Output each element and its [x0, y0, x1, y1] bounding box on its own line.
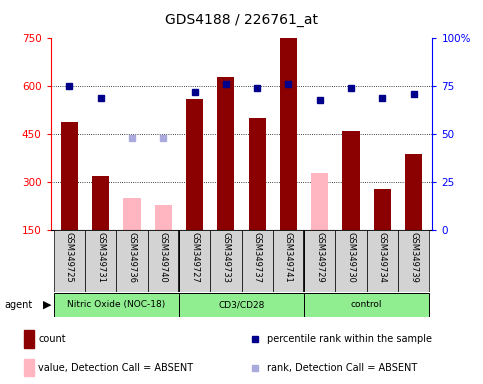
- Text: GSM349731: GSM349731: [96, 232, 105, 283]
- Text: GSM349725: GSM349725: [65, 232, 74, 283]
- Text: count: count: [38, 334, 66, 344]
- Text: GSM349741: GSM349741: [284, 232, 293, 283]
- Text: ▶: ▶: [43, 300, 52, 310]
- Bar: [24, 359, 34, 376]
- Bar: [54, 230, 85, 292]
- Bar: [186, 99, 203, 230]
- Bar: [210, 230, 242, 292]
- Text: rank, Detection Call = ABSENT: rank, Detection Call = ABSENT: [267, 362, 417, 372]
- Bar: [405, 154, 422, 230]
- Bar: [374, 189, 391, 230]
- Text: percentile rank within the sample: percentile rank within the sample: [267, 334, 432, 344]
- Bar: [85, 230, 116, 292]
- Bar: [342, 131, 359, 230]
- Bar: [273, 230, 304, 292]
- Text: GSM349737: GSM349737: [253, 232, 262, 283]
- Bar: [24, 330, 34, 348]
- Bar: [311, 173, 328, 230]
- Bar: [249, 118, 266, 230]
- Bar: [116, 230, 148, 292]
- Bar: [179, 230, 210, 292]
- Text: GSM349733: GSM349733: [221, 232, 230, 283]
- Text: GSM349739: GSM349739: [409, 232, 418, 283]
- Bar: [155, 205, 172, 230]
- Text: GSM349727: GSM349727: [190, 232, 199, 283]
- Text: GSM349729: GSM349729: [315, 232, 324, 283]
- Text: Nitric Oxide (NOC-18): Nitric Oxide (NOC-18): [67, 300, 166, 309]
- Bar: [280, 38, 297, 230]
- Bar: [54, 293, 179, 317]
- Text: GSM349740: GSM349740: [159, 232, 168, 283]
- Text: GSM349736: GSM349736: [128, 232, 137, 283]
- Bar: [124, 199, 141, 230]
- Bar: [304, 293, 429, 317]
- Text: agent: agent: [5, 300, 33, 310]
- Text: GSM349734: GSM349734: [378, 232, 387, 283]
- Text: CD3/CD28: CD3/CD28: [218, 300, 265, 309]
- Bar: [61, 122, 78, 230]
- Bar: [367, 230, 398, 292]
- Bar: [304, 230, 335, 292]
- Bar: [92, 176, 109, 230]
- Text: value, Detection Call = ABSENT: value, Detection Call = ABSENT: [38, 362, 194, 372]
- Bar: [148, 230, 179, 292]
- Bar: [242, 230, 273, 292]
- Text: GDS4188 / 226761_at: GDS4188 / 226761_at: [165, 13, 318, 27]
- Bar: [398, 230, 429, 292]
- Text: control: control: [351, 300, 383, 309]
- Bar: [335, 230, 367, 292]
- Bar: [217, 77, 234, 230]
- Text: GSM349730: GSM349730: [346, 232, 355, 283]
- Bar: [179, 293, 304, 317]
